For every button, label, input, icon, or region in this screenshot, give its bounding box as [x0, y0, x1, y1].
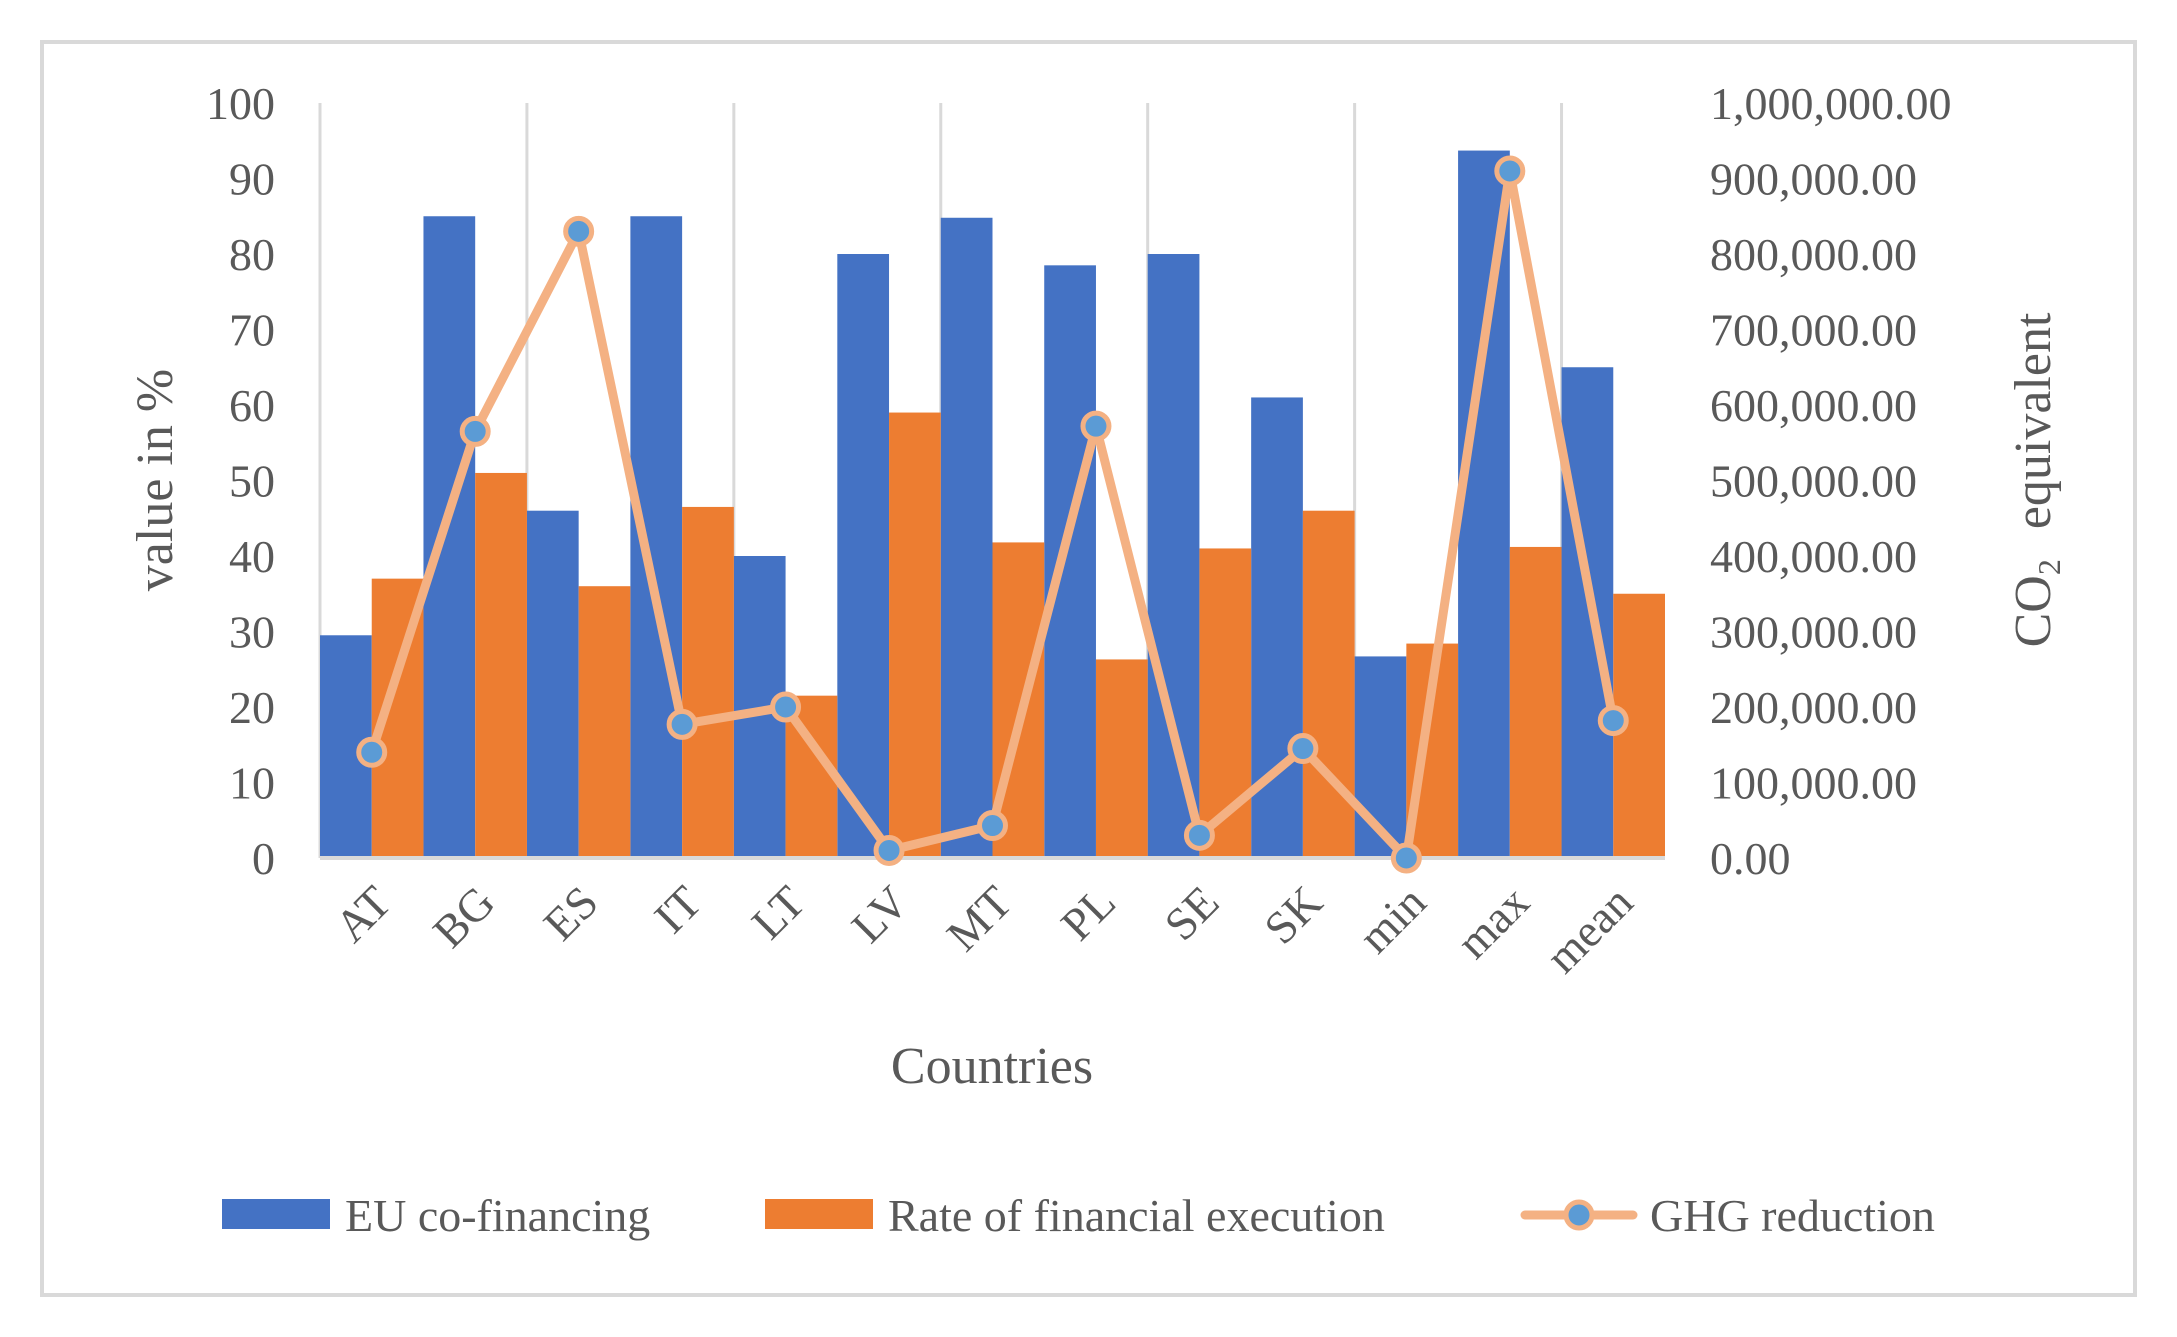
bar-rate-of-financial-execution-se — [1199, 548, 1252, 858]
y2-axis-title-rest: equivalent — [2005, 312, 2062, 529]
y-tick-label: 80 — [229, 229, 275, 280]
legend-label-eu-co-financing: EU co-financing — [345, 1190, 650, 1241]
y2-tick-label: 600,000.00 — [1710, 380, 1917, 431]
marker-ghg-reduction-bg — [459, 415, 491, 447]
bar-eu-co-financing-pl — [1044, 265, 1096, 858]
x-tick-label-it: IT — [644, 876, 711, 943]
y2-tick-label: 300,000.00 — [1710, 607, 1917, 658]
bar-eu-co-financing-se — [1147, 254, 1200, 858]
y2-tick-label: 200,000.00 — [1710, 682, 1917, 733]
x-tick-label-min: min — [1349, 876, 1436, 963]
x-tick-label-bg: BG — [423, 876, 504, 957]
y2-tick-label: 900,000.00 — [1710, 154, 1917, 205]
x-tick-label-se: SE — [1154, 876, 1228, 950]
y-tick-label: 50 — [229, 456, 275, 507]
x-tick-label-at: AT — [325, 876, 401, 952]
y-axis-title: value in % — [127, 369, 184, 591]
marker-ghg-reduction-es — [563, 215, 595, 247]
marker-ghg-reduction-mt — [977, 810, 1008, 842]
y2-tick-label: 800,000.00 — [1710, 229, 1917, 280]
y-tick-label: 40 — [229, 531, 275, 582]
marker-ghg-reduction-lt — [770, 691, 802, 723]
bar-eu-co-financing-mean — [1561, 367, 1614, 858]
y2-tick-label: 0.00 — [1710, 833, 1791, 884]
y-tick-label: 30 — [229, 607, 275, 658]
bar-eu-co-financing-max — [1458, 150, 1510, 858]
y2-tick-label: 700,000.00 — [1710, 305, 1917, 356]
bar-rate-of-financial-execution-max — [1509, 546, 1562, 858]
marker-ghg-reduction-lv — [873, 834, 905, 866]
y-tick-label: 100 — [206, 78, 275, 129]
x-axis-title: Countries — [891, 1038, 1093, 1095]
x-tick-label-mt: MT — [937, 876, 1022, 961]
bar-rate-of-financial-execution-bg — [475, 472, 527, 858]
marker-ghg-reduction-se — [1183, 819, 1215, 851]
bar-eu-co-financing-it — [630, 216, 683, 858]
x-tick-label-lt: LT — [742, 876, 815, 949]
y-tick-label: 70 — [229, 305, 275, 356]
bar-eu-co-financing-es — [526, 510, 579, 858]
x-tick-label-sk: SK — [1254, 876, 1332, 954]
y2-tick-label: 1,000,000.00 — [1710, 78, 1952, 129]
bar-rate-of-financial-execution-lv — [889, 412, 941, 858]
marker-ghg-reduction-min — [1390, 842, 1422, 874]
marker-ghg-reduction-sk — [1287, 733, 1319, 765]
y2-tick-label: 500,000.00 — [1710, 456, 1917, 507]
bar-rate-of-financial-execution-es — [578, 586, 631, 858]
legend-label-rate-of-financial-execution: Rate of financial execution — [888, 1190, 1385, 1241]
bar-rate-of-financial-execution-pl — [1095, 659, 1148, 858]
y-tick-label: 10 — [229, 758, 275, 809]
y2-tick-label: 400,000.00 — [1710, 531, 1917, 582]
y-tick-label: 60 — [229, 380, 275, 431]
marker-ghg-reduction-it — [666, 708, 698, 740]
y-tick-label: 90 — [229, 154, 275, 205]
y2-tick-label: 100,000.00 — [1710, 758, 1917, 809]
bar-rate-of-financial-execution-it — [682, 506, 734, 858]
x-tick-label-es: ES — [534, 876, 608, 950]
y-tick-label: 20 — [229, 682, 275, 733]
y-tick-label: 0 — [252, 833, 275, 884]
x-tick-label-pl: PL — [1051, 876, 1125, 950]
y2-axis-title: CO2 equivalent — [2005, 312, 2067, 647]
bar-rate-of-financial-execution-sk — [1302, 510, 1355, 858]
marker-ghg-reduction-pl — [1080, 410, 1112, 442]
legend-swatch-eu-co-financing — [222, 1199, 330, 1229]
bar-eu-co-financing-bg — [423, 216, 476, 858]
bar-eu-co-financing-mt — [940, 217, 993, 858]
y2-axis-title-subscript: 2 — [2031, 559, 2067, 575]
bar-eu-co-financing-lv — [837, 254, 890, 858]
marker-ghg-reduction-at — [356, 736, 388, 768]
marker-ghg-reduction-max — [1494, 155, 1526, 187]
y2-axis-title-main: CO — [2005, 575, 2062, 647]
x-tick-label-max: max — [1447, 876, 1539, 968]
x-tick-label-mean: mean — [1536, 876, 1643, 983]
marker-ghg-reduction-mean — [1597, 705, 1629, 737]
x-tick-label-lv: LV — [842, 876, 918, 952]
legend-marker-ghg-reduction — [1563, 1199, 1595, 1231]
legend-swatch-rate-of-financial-execution — [765, 1199, 873, 1229]
legend-label-ghg-reduction: GHG reduction — [1650, 1190, 1935, 1241]
